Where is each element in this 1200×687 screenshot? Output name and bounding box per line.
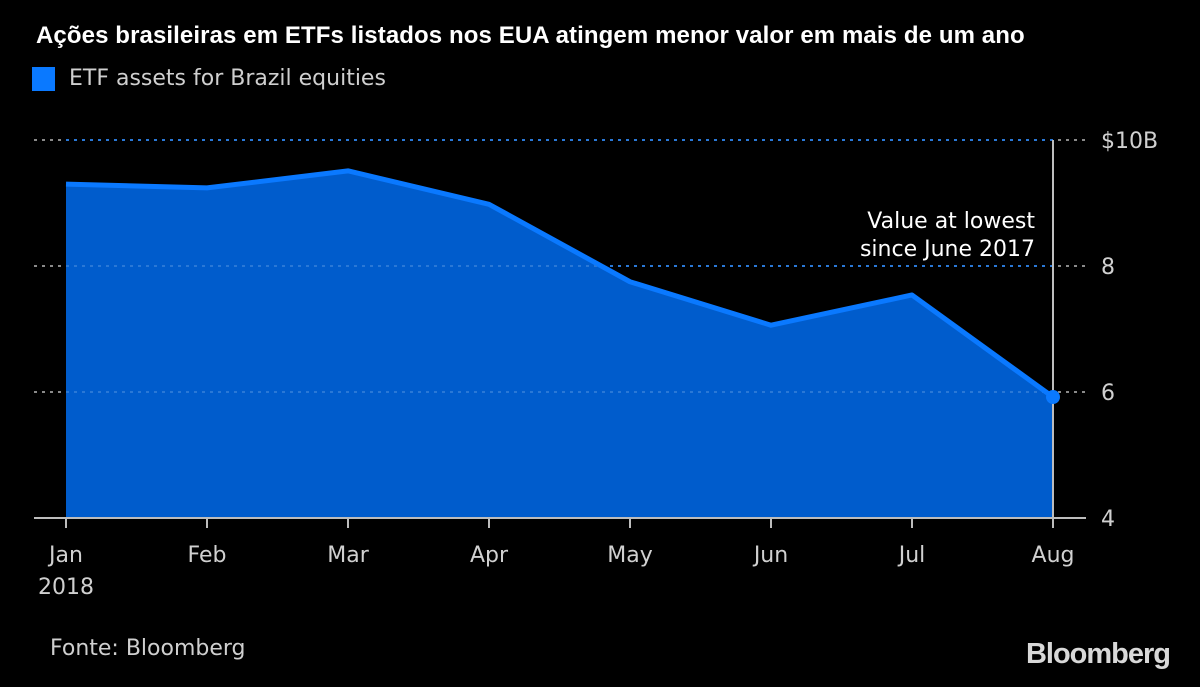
legend: ETF assets for Brazil equities [32, 66, 386, 91]
chart-title: Ações brasileiras em ETFs listados nos E… [36, 22, 1025, 49]
x-tick-label: Apr [470, 543, 509, 568]
axes [34, 140, 1086, 528]
y-tick-label: 4 [1101, 507, 1115, 532]
area-fill [66, 170, 1053, 518]
lowest-value-marker [1046, 390, 1060, 405]
y-tick-label: 6 [1101, 381, 1115, 406]
series-line [65, 168, 1055, 400]
x-tick-label: Jan [47, 543, 83, 568]
y-axis-labels: 4 6 8 $10B [1101, 129, 1158, 532]
x-tick-label: Feb [188, 543, 227, 568]
x-tick-label: Aug [1032, 543, 1075, 568]
y-tick-label: 8 [1101, 255, 1115, 280]
annotation-line-2: since June 2017 [860, 237, 1035, 262]
annotation-line-1: Value at lowest [867, 209, 1035, 234]
x-axis-labels: Jan 2018 Feb Mar Apr May Jun Jul Aug [38, 543, 1074, 600]
x-tick-label: Jun [752, 543, 788, 568]
legend-swatch [32, 66, 55, 91]
source-note: Fonte: Bloomberg [50, 636, 246, 661]
legend-label: ETF assets for Brazil equities [69, 66, 386, 91]
x-tick-label: Mar [327, 543, 369, 568]
x-tick-sublabel: 2018 [38, 575, 94, 600]
x-tick-label: Jul [897, 543, 926, 568]
x-tick-label: May [607, 543, 652, 568]
y-tick-label: $10B [1101, 129, 1158, 154]
bloomberg-logo: Bloomberg [1025, 638, 1171, 670]
